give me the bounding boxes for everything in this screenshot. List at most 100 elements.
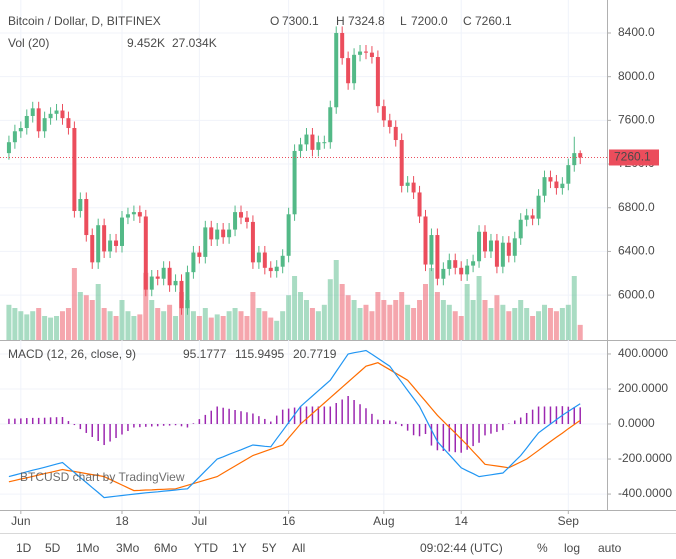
- ohlc-key: O: [270, 14, 279, 28]
- candle-body: [471, 261, 476, 266]
- candle-body: [405, 182, 410, 186]
- volume-bar: [18, 311, 24, 340]
- volume-bar: [315, 311, 321, 340]
- volume-bar: [107, 311, 113, 340]
- candle-body: [494, 240, 499, 267]
- candle-body: [358, 51, 363, 55]
- range-button[interactable]: 3Mo: [116, 541, 140, 555]
- candle-body: [185, 272, 190, 309]
- candle-body: [24, 115, 29, 129]
- candle-body: [447, 260, 452, 269]
- candle-body: [435, 235, 440, 279]
- range-button[interactable]: All: [292, 541, 305, 555]
- range-button[interactable]: 5Y: [262, 541, 277, 555]
- volume-bar: [42, 316, 48, 340]
- volume-ma: 27.034K: [172, 36, 217, 50]
- candle-body: [322, 142, 327, 144]
- volume-bar: [149, 300, 155, 340]
- candle-body: [221, 229, 226, 238]
- macd-hist-value: 95.1777: [183, 347, 227, 361]
- candle-body: [375, 57, 380, 107]
- volume-bar: [214, 314, 220, 340]
- macd-tick-label: -400.0000: [618, 486, 672, 500]
- volume-bar: [83, 295, 89, 340]
- candle-body: [36, 108, 41, 132]
- candle-body: [102, 225, 107, 252]
- candle-body: [173, 280, 178, 286]
- volume-bar: [399, 292, 405, 340]
- candle-body: [310, 134, 315, 150]
- range-button[interactable]: 6Mo: [154, 541, 178, 555]
- candle-body: [316, 142, 321, 150]
- ohlc-value: 7200.0: [411, 14, 448, 28]
- volume-bar: [292, 276, 298, 340]
- candle-body: [78, 198, 83, 212]
- candle-body: [506, 242, 511, 256]
- volume-bar: [184, 300, 190, 340]
- volume-bar: [536, 311, 542, 340]
- macd-value: 115.9495: [235, 347, 284, 361]
- candle-body: [54, 110, 59, 114]
- volume-bar: [339, 284, 345, 340]
- macd-tick-label: -200.0000: [618, 451, 672, 465]
- volume-bar: [571, 276, 577, 340]
- range-button[interactable]: 1Mo: [76, 541, 100, 555]
- volume-bar: [464, 284, 470, 340]
- candle-body: [524, 215, 529, 220]
- clock: 09:02:44 (UTC): [420, 541, 503, 555]
- scale-option[interactable]: auto: [598, 541, 622, 555]
- volume-bar: [137, 314, 143, 340]
- candle-body: [441, 268, 446, 279]
- candle-body: [530, 215, 535, 219]
- volume-bar: [196, 316, 202, 340]
- candle-body: [179, 280, 184, 309]
- candle-body: [30, 108, 35, 116]
- range-button[interactable]: 1D: [16, 541, 32, 555]
- candle-body: [143, 216, 148, 290]
- volume-bar: [77, 292, 83, 340]
- candle-body: [155, 276, 160, 279]
- candle-body: [286, 214, 291, 256]
- volume-bar: [440, 300, 446, 340]
- candle-body: [137, 212, 142, 217]
- candle-body: [411, 182, 416, 193]
- candle-body: [512, 238, 517, 256]
- candle-body: [262, 252, 267, 268]
- watermark: BTCUSD chart by TradingView: [20, 470, 185, 484]
- candle-body: [233, 212, 238, 230]
- y-tick-label: 6800.0: [618, 200, 655, 214]
- candle-body: [66, 118, 71, 129]
- x-tick-label: Jul: [192, 514, 207, 528]
- candle-body: [423, 216, 428, 265]
- volume-bar: [65, 308, 71, 340]
- ohlc-key: H: [336, 14, 345, 28]
- candle-body: [274, 266, 279, 272]
- scale-option[interactable]: %: [537, 541, 548, 555]
- volume-bar: [24, 314, 30, 340]
- range-button[interactable]: YTD: [194, 541, 218, 555]
- x-tick-label: Jun: [11, 514, 30, 528]
- candle-body: [548, 177, 553, 182]
- candle-body: [292, 150, 297, 215]
- volume-bar: [321, 304, 327, 340]
- candle-body: [387, 120, 392, 127]
- candle-body: [488, 240, 493, 252]
- last-price-label: 7260.1: [614, 150, 651, 164]
- macd-legend: MACD (12, 26, close, 9): [8, 347, 136, 361]
- range-button[interactable]: 1Y: [232, 541, 247, 555]
- volume-bar: [434, 292, 440, 340]
- x-tick-label: 18: [115, 514, 129, 528]
- volume-bar: [428, 268, 434, 340]
- candle-body: [393, 126, 398, 141]
- volume-bar: [333, 260, 339, 340]
- candle-body: [560, 183, 565, 189]
- candle-body: [352, 54, 357, 84]
- y-tick-label: 6000.0: [618, 287, 655, 301]
- range-button[interactable]: 5D: [45, 541, 61, 555]
- volume-bar: [220, 316, 226, 340]
- volume-bar: [452, 311, 458, 340]
- volume-bar: [351, 300, 357, 340]
- scale-option[interactable]: log: [564, 541, 580, 555]
- ohlc-value: 7324.8: [348, 14, 385, 28]
